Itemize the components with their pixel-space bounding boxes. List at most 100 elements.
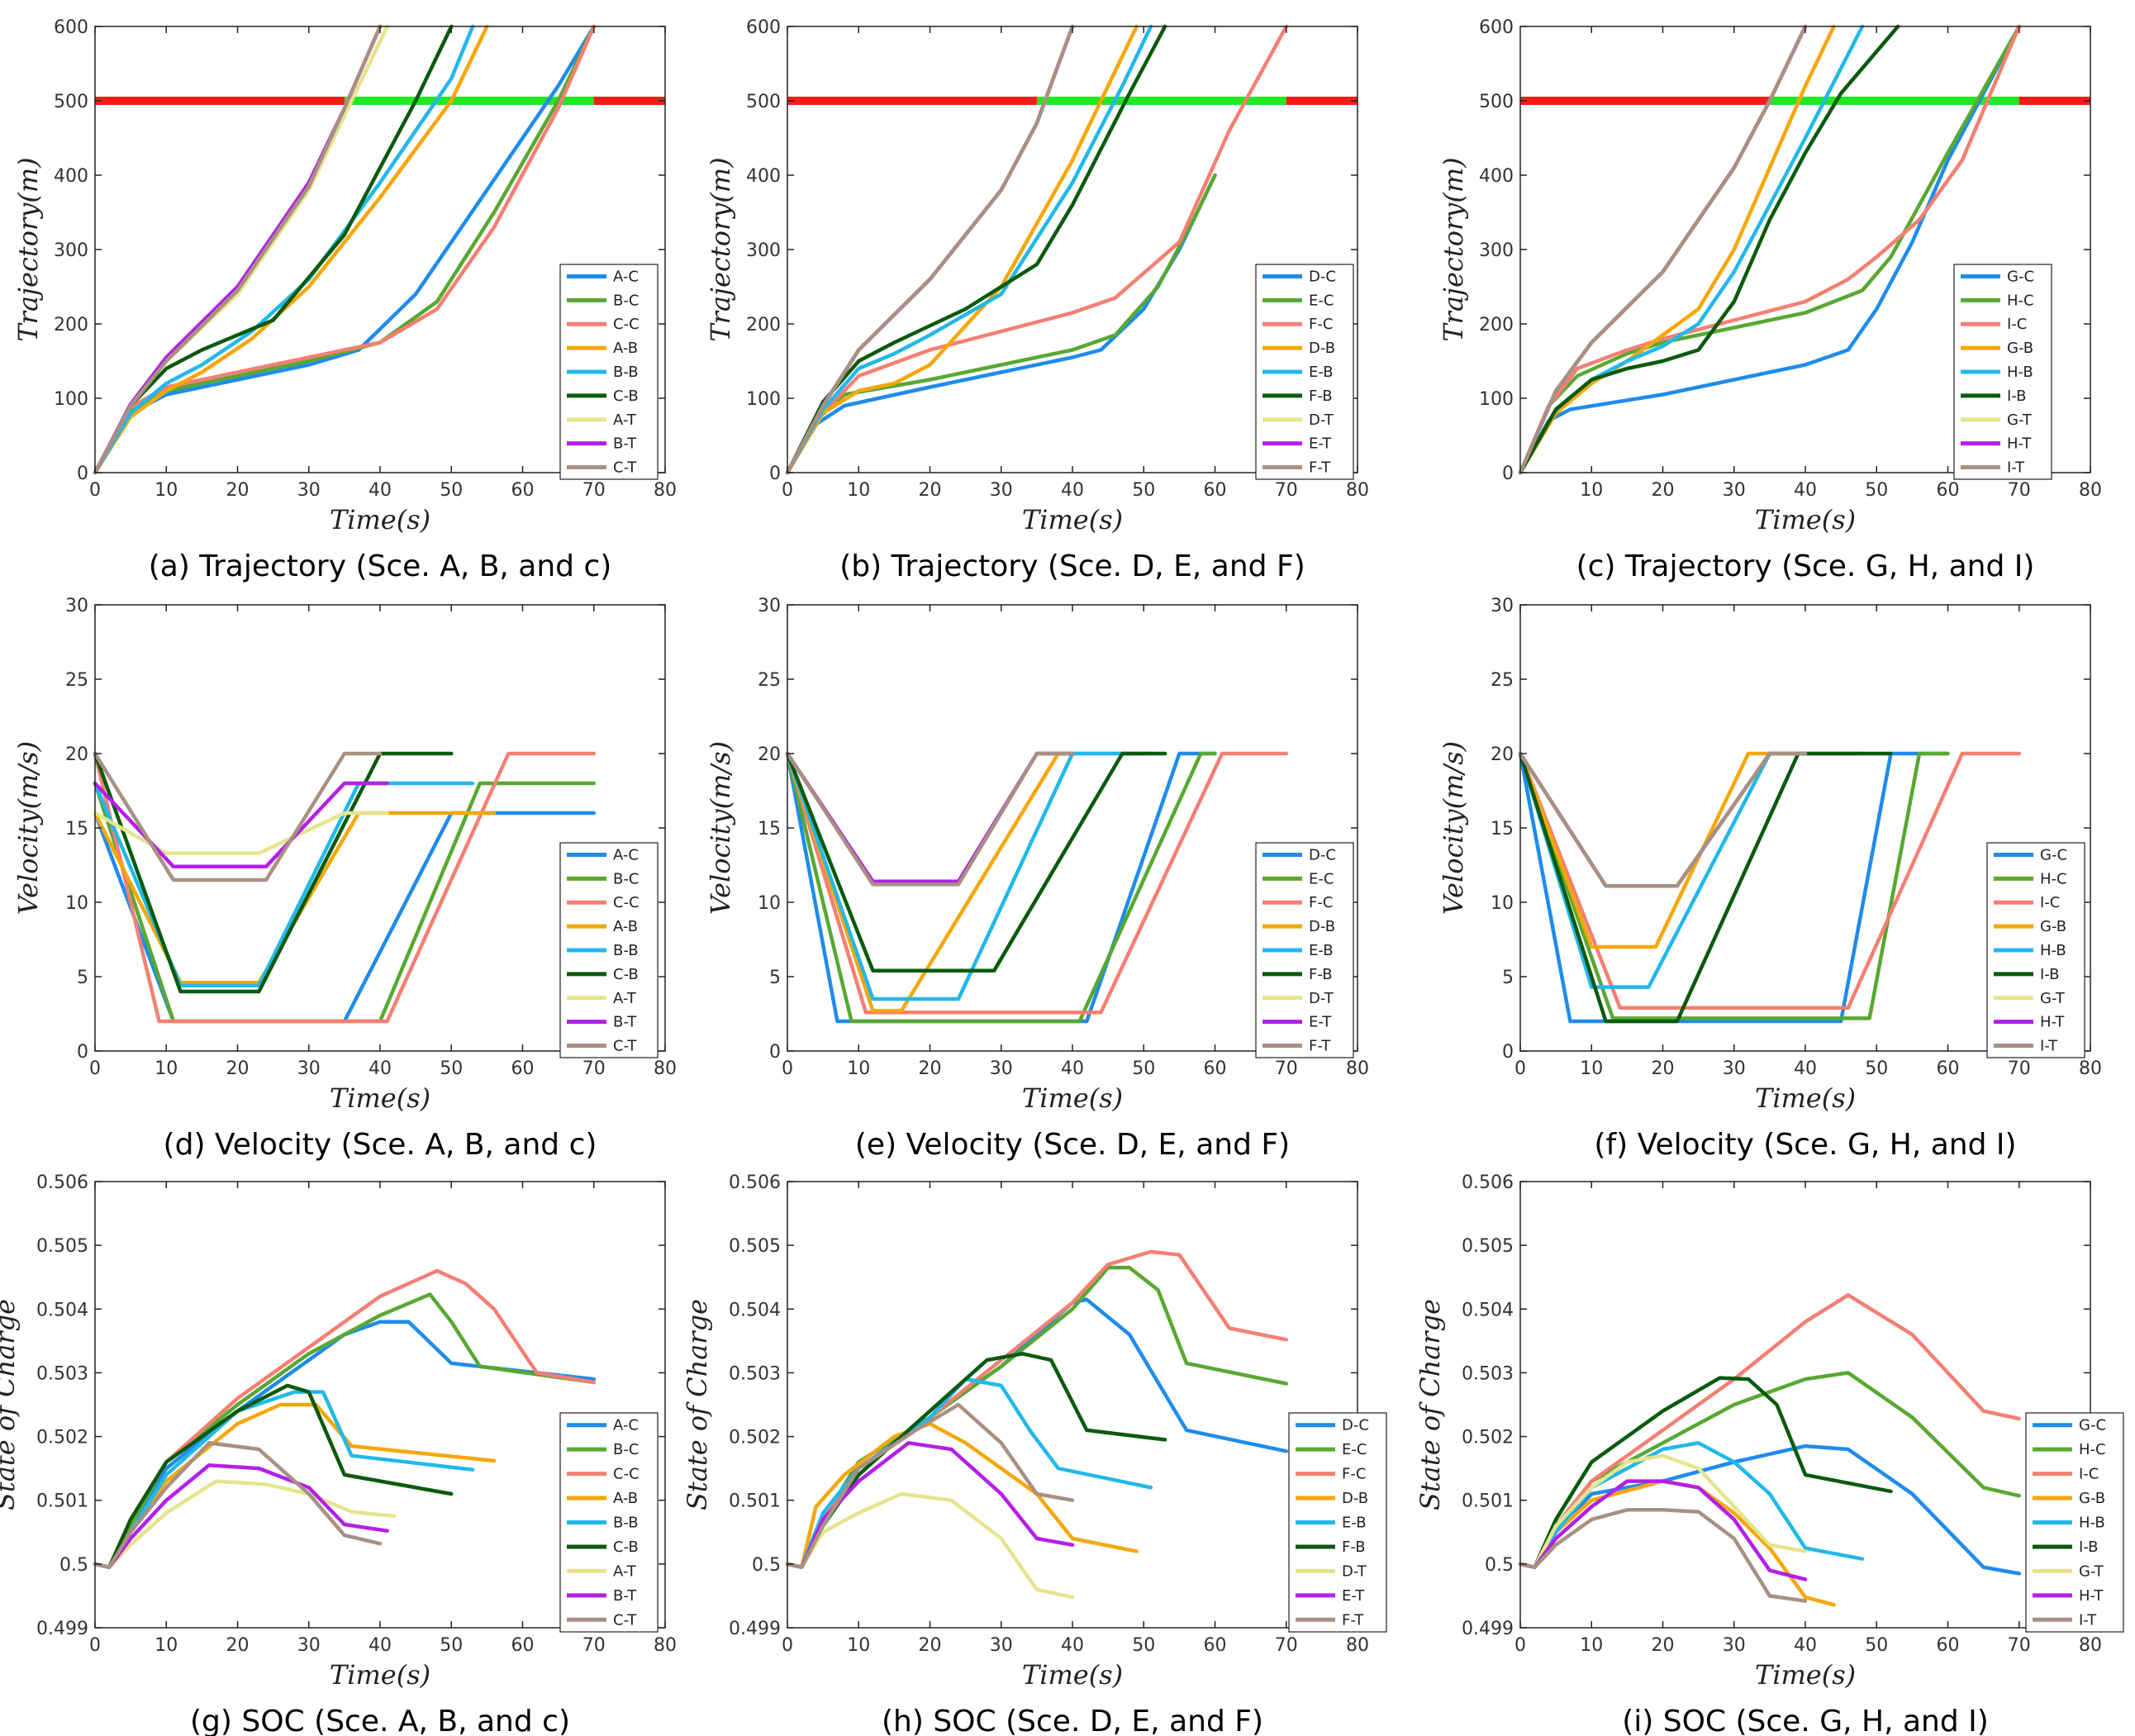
x-tick-label: 10 (155, 480, 178, 501)
legend-label-E-C: E-C (1342, 1441, 1367, 1458)
y-tick-label: 0 (77, 464, 88, 484)
legend-label-A-B: A-B (613, 1490, 638, 1507)
y-tick-label: 0.5 (1485, 1555, 1514, 1576)
legend-label-B-T: B-T (613, 1014, 637, 1031)
x-axis-label: Time(s) (330, 1082, 430, 1114)
series-line-G-B (1518, 751, 1808, 949)
y-tick-label: 0.5 (59, 1555, 88, 1576)
y-tick-label: 200 (746, 315, 781, 335)
panel-velocity-abc: 0 10 20 30 40 50 60 70 80 0 5 10 15 20 25 30 Time(s) Velo… (12, 596, 677, 1162)
legend-label-B-T: B-T (613, 435, 637, 453)
x-tick-label: 30 (990, 480, 1013, 501)
series-line-C-C (93, 751, 597, 1024)
legend: D-C E-C F-C D-B E-B F-B D-T E-T F-T (1255, 842, 1354, 1058)
x-tick-label: 10 (155, 1058, 178, 1079)
y-tick-label: 400 (54, 166, 88, 187)
series-line-C-B (93, 751, 454, 994)
legend-label-B-C: B-C (613, 870, 639, 887)
panel-caption: (i) SOC (Sce. G, H, and I) (1622, 1705, 1989, 1736)
x-tick-label: 30 (990, 1635, 1013, 1656)
x-tick-label: 80 (1346, 1635, 1369, 1656)
legend-label-B-B: B-B (613, 364, 639, 381)
x-tick-label: 70 (1275, 1058, 1298, 1079)
x-tick-label: 20 (919, 1635, 942, 1656)
legend-label-G-C: G-C (2079, 1417, 2106, 1434)
x-tick-label: 30 (1723, 480, 1746, 501)
y-tick-label: 0.503 (1462, 1363, 1514, 1384)
legend-label-G-C: G-C (2040, 846, 2067, 863)
legend-label-I-C: I-C (2079, 1466, 2099, 1483)
legend-label-F-B: F-B (1309, 388, 1333, 405)
panel-soc-abc: 0 10 20 30 40 50 60 70 80 0.499 0.5 0.501 0.502 0.503… (0, 1172, 677, 1736)
legend-label-I-C: I-C (2040, 894, 2060, 911)
y-tick-label: 300 (1479, 240, 1514, 261)
x-tick-label: 0 (89, 1058, 101, 1079)
legend-label-D-C: D-C (1309, 846, 1336, 863)
series-line-F-B (785, 751, 1167, 973)
legend-label-F-T: F-T (1309, 1038, 1331, 1055)
y-axis-label: Trajectory(m) (12, 157, 44, 341)
y-tick-label: 0 (769, 464, 781, 484)
legend-label-G-B: G-B (2007, 340, 2033, 357)
x-tick-label: 40 (1794, 1058, 1817, 1079)
y-axis-label: Velocity(m/s) (1438, 741, 1469, 915)
legend-label-D-B: D-B (1309, 918, 1335, 935)
series-line-C-T (93, 24, 383, 475)
y-tick-label: 15 (1491, 819, 1514, 839)
y-tick-label: 10 (1491, 893, 1514, 914)
y-axis-label: Velocity(m/s) (12, 741, 44, 915)
legend-label-A-C: A-C (613, 1417, 639, 1434)
legend: D-C E-C F-C D-B E-B F-B D-T E-T F-T (1255, 264, 1354, 480)
y-tick-label: 10 (65, 893, 88, 914)
y-tick-label: 0.505 (36, 1236, 88, 1257)
x-tick-label: 10 (847, 480, 870, 501)
legend-label-H-T: H-T (2079, 1587, 2104, 1605)
x-axis-label: Time(s) (1755, 504, 1856, 535)
y-tick-label: 10 (758, 893, 781, 914)
legend-label-H-T: H-T (2007, 435, 2032, 453)
x-axis-label: Time(s) (1755, 1659, 1856, 1691)
x-tick-label: 10 (1580, 480, 1603, 501)
series-line-I-T (1518, 24, 1808, 475)
series-line-I-B (1518, 24, 1900, 475)
x-tick-label: 70 (1275, 1635, 1298, 1656)
y-tick-label: 25 (1491, 670, 1514, 691)
y-tick-label: 500 (746, 92, 781, 112)
x-tick-label: 20 (226, 1058, 250, 1079)
legend: A-C B-C C-C A-B B-B C-B A-T B-T C-T (559, 264, 659, 480)
x-tick-label: 10 (1580, 1058, 1603, 1079)
y-tick-label: 5 (769, 968, 781, 988)
y-axis-label: Velocity(m/s) (705, 741, 736, 915)
y-tick-label: 100 (54, 389, 88, 410)
legend-label-E-C: E-C (1309, 870, 1334, 887)
x-tick-label: 70 (582, 480, 606, 501)
x-tick-label: 70 (1275, 480, 1298, 501)
x-tick-label: 30 (297, 1058, 321, 1079)
y-tick-label: 0.505 (729, 1236, 781, 1257)
x-tick-label: 0 (782, 1058, 793, 1079)
x-tick-label: 0 (1514, 1058, 1526, 1079)
legend: A-C B-C C-C A-B B-B C-B A-T B-T C-T (559, 842, 659, 1058)
y-tick-label: 15 (65, 819, 88, 839)
legend-label-B-B: B-B (613, 1515, 639, 1532)
y-tick-label: 0.501 (36, 1491, 88, 1512)
legend-label-C-B: C-B (613, 1539, 639, 1556)
y-tick-label: 0.506 (729, 1172, 781, 1193)
legend-label-A-B: A-B (613, 340, 638, 357)
panel-velocity-ghi: 0 10 20 30 40 50 60 70 80 0 5 10 15 20 25 30 Time(s) Velo… (1438, 596, 2102, 1162)
legend-label-A-C: A-C (613, 846, 639, 863)
legend-label-G-B: G-B (2040, 918, 2066, 935)
series-line-I-T (1518, 1508, 1808, 1603)
x-tick-label: 50 (1865, 480, 1888, 501)
legend-label-A-B: A-B (613, 918, 638, 935)
legend-label-C-C: C-C (613, 1466, 640, 1483)
legend-label-I-T: I-T (2040, 1038, 2058, 1055)
x-tick-label: 60 (1937, 1058, 1960, 1079)
series-line-A-B (93, 24, 489, 475)
x-tick-label: 50 (440, 1635, 463, 1656)
panel-trajectory-def: 0 10 20 30 40 50 60 70 80 0 100 200 300 400 500 600 Time… (705, 17, 1369, 583)
y-tick-label: 400 (1479, 166, 1514, 187)
legend-label-I-B: I-B (2007, 388, 2027, 405)
y-tick-label: 20 (1491, 744, 1514, 765)
legend-label-A-C: A-C (613, 268, 639, 285)
